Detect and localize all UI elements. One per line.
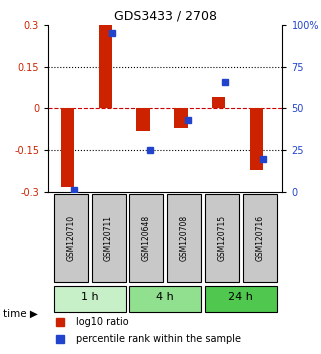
Text: 4 h: 4 h: [156, 292, 174, 302]
Bar: [250, 108, 263, 170]
Bar: [174, 108, 187, 128]
Bar: [136, 108, 150, 131]
FancyBboxPatch shape: [91, 194, 126, 282]
Bar: [212, 97, 225, 108]
FancyBboxPatch shape: [167, 194, 201, 282]
Text: GSM120708: GSM120708: [180, 215, 189, 261]
Text: GSM120711: GSM120711: [104, 215, 113, 261]
FancyBboxPatch shape: [129, 286, 201, 312]
Bar: [99, 25, 112, 108]
Text: 24 h: 24 h: [229, 292, 253, 302]
Text: GSM120715: GSM120715: [218, 215, 227, 261]
FancyBboxPatch shape: [205, 286, 277, 312]
Title: GDS3433 / 2708: GDS3433 / 2708: [114, 9, 217, 22]
FancyBboxPatch shape: [54, 194, 88, 282]
FancyBboxPatch shape: [205, 194, 239, 282]
Text: GSM120710: GSM120710: [66, 215, 75, 261]
Text: log10 ratio: log10 ratio: [76, 317, 129, 327]
Text: GSM120648: GSM120648: [142, 215, 151, 261]
Text: 1 h: 1 h: [81, 292, 99, 302]
Text: GSM120716: GSM120716: [255, 215, 264, 261]
Text: time ▶: time ▶: [3, 308, 38, 318]
FancyBboxPatch shape: [243, 194, 277, 282]
Text: percentile rank within the sample: percentile rank within the sample: [76, 333, 241, 343]
Bar: [61, 108, 74, 187]
FancyBboxPatch shape: [129, 194, 163, 282]
FancyBboxPatch shape: [54, 286, 126, 312]
